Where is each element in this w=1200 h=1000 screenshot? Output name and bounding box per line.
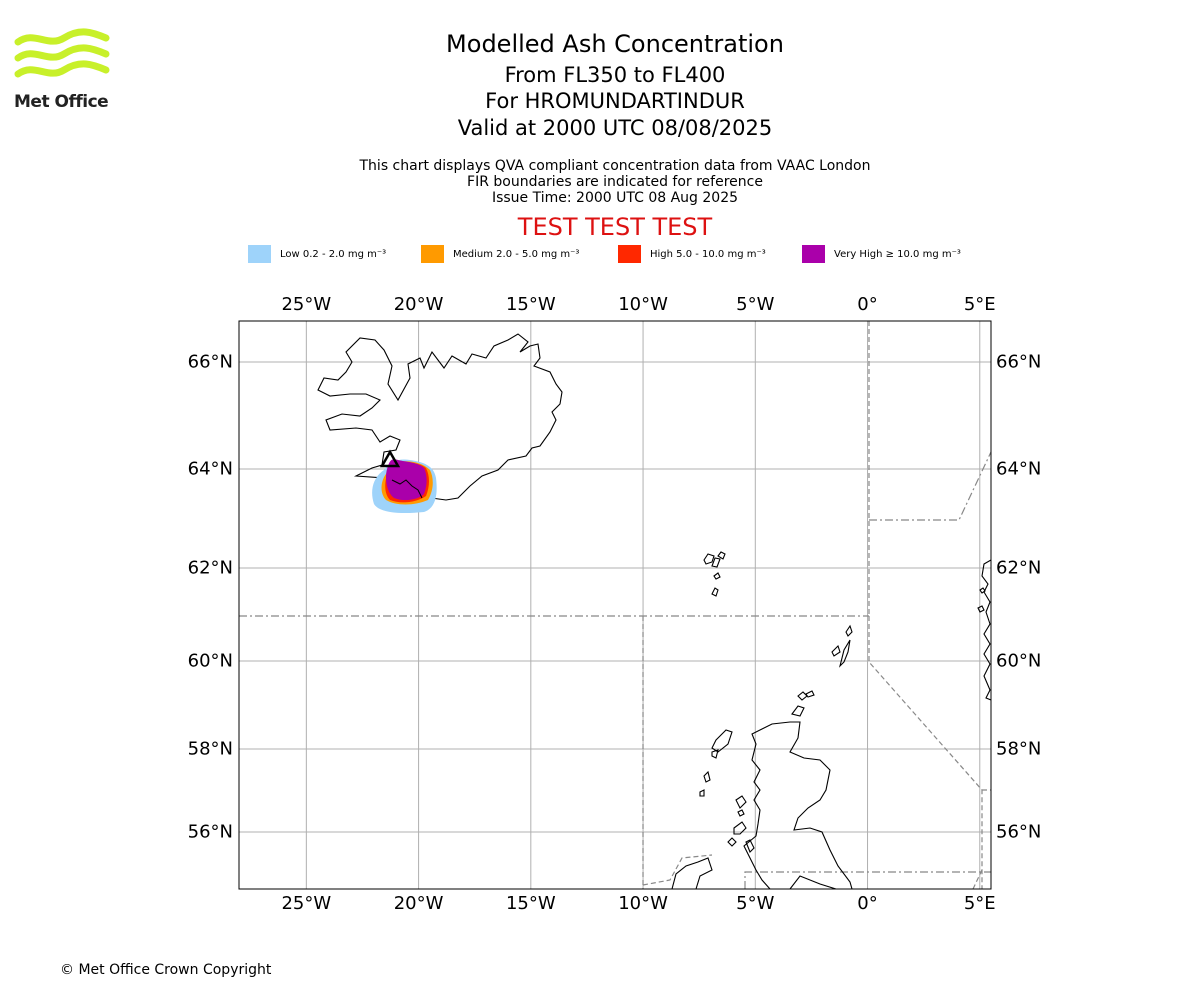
map-frame — [238, 320, 992, 890]
coastline-scotland — [743, 721, 853, 889]
legend-label-very-high: Very High ≥ 10.0 mg m⁻³ — [834, 248, 961, 260]
legend-label-medium: Medium 2.0 - 5.0 mg m⁻³ — [453, 248, 580, 260]
valid-time-subtitle: Valid at 2000 UTC 08/08/2025 — [457, 116, 773, 140]
lon-tick-label-top: 5°W — [736, 294, 775, 315]
ash-plume — [372, 459, 437, 514]
lon-tick-label-bottom: 20°W — [393, 893, 444, 914]
flight-level-subtitle: From FL350 to FL400 — [504, 63, 726, 87]
note-qva: This chart displays QVA compliant concen… — [359, 158, 871, 174]
lon-tick-label-bottom: 15°W — [505, 893, 556, 914]
lat-tick-label-right: 56°N — [996, 821, 1042, 843]
lat-tick-label-right: 66°N — [996, 351, 1042, 373]
lat-tick-label-left: 64°N — [187, 458, 233, 480]
coastline-shetland — [831, 624, 853, 668]
coastline-inner-hebrides — [727, 795, 755, 853]
lon-tick-label-top: 15°W — [505, 294, 556, 315]
coastline-faroe — [703, 551, 726, 597]
lon-tick-label-bottom: 5°W — [736, 893, 775, 914]
lat-tick-label-right: 60°N — [996, 650, 1042, 672]
legend-item-very-high: Very High ≥ 10.0 mg m⁻³ — [802, 244, 961, 264]
lat-tick-label-left: 62°N — [187, 557, 233, 579]
coastline-hebrides — [699, 729, 733, 797]
coastline-ireland — [671, 857, 713, 889]
volcano-subtitle: For HROMUNDARTINDUR — [485, 89, 745, 113]
met-office-logo — [14, 28, 110, 78]
lon-tick-label-bottom: 25°W — [281, 893, 332, 914]
lat-tick-label-left: 66°N — [187, 351, 233, 373]
lat-tick-label-right: 62°N — [996, 557, 1042, 579]
legend-swatch-high — [618, 245, 641, 263]
legend-swatch-medium — [421, 245, 444, 263]
legend-item-medium: Medium 2.0 - 5.0 mg m⁻³ — [421, 244, 579, 264]
chart-title: Modelled Ash Concentration — [446, 30, 784, 58]
legend-item-high: High 5.0 - 10.0 mg m⁻³ — [618, 244, 766, 264]
legend-label-low: Low 0.2 - 2.0 mg m⁻³ — [280, 248, 387, 260]
lon-tick-label-top: 0° — [857, 294, 878, 315]
lon-tick-label-top: 5°E — [963, 294, 996, 315]
coastline-norway-islets — [977, 587, 986, 613]
lon-tick-label-bottom: 5°E — [963, 893, 996, 914]
legend-swatch-very-high — [802, 245, 825, 263]
lat-tick-label-right: 58°N — [996, 738, 1042, 760]
triangle-icon — [379, 449, 401, 468]
coastline-norway — [981, 559, 991, 701]
legend-item-low: Low 0.2 - 2.0 mg m⁻³ — [248, 244, 386, 264]
lat-tick-label-left: 58°N — [187, 738, 233, 760]
legend-label-high: High 5.0 - 10.0 mg m⁻³ — [650, 248, 766, 260]
copyright: © Met Office Crown Copyright — [60, 962, 272, 978]
legend-swatch-low — [248, 245, 271, 263]
note-issue-time: Issue Time: 2000 UTC 08 Aug 2025 — [491, 190, 739, 206]
coastline-iceland — [317, 333, 563, 501]
lat-tick-label-left: 60°N — [187, 650, 233, 672]
lon-tick-label-top: 10°W — [618, 294, 668, 315]
lon-tick-label-top: 25°W — [281, 294, 332, 315]
graticule — [239, 321, 991, 889]
lon-tick-label-bottom: 10°W — [618, 893, 668, 914]
lon-tick-label-top: 20°W — [393, 294, 444, 315]
lon-tick-label-bottom: 0° — [857, 893, 878, 914]
fir-boundaries — [239, 321, 991, 889]
coastlines — [317, 333, 991, 889]
coastline-reykjanes — [391, 479, 423, 499]
note-fir: FIR boundaries are indicated for referen… — [467, 174, 763, 190]
coastline-orkney — [791, 690, 815, 717]
lat-tick-label-left: 56°N — [187, 821, 233, 843]
test-banner: TEST TEST TEST — [517, 213, 713, 241]
lat-tick-label-right: 64°N — [996, 458, 1042, 480]
logo-text: Met Office — [14, 92, 109, 112]
